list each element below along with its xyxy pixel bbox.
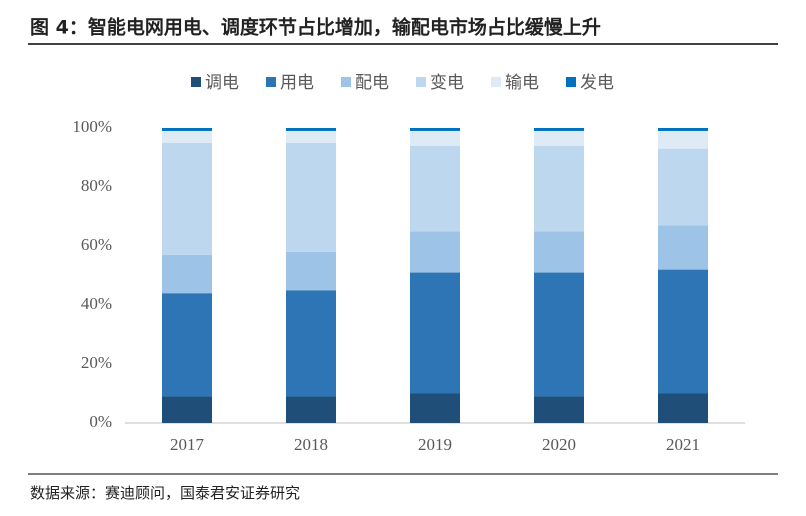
bar-segment xyxy=(410,393,460,423)
bar-segment xyxy=(534,145,584,232)
bar-segment xyxy=(286,128,336,131)
legend-swatch xyxy=(416,77,426,87)
bar-segment xyxy=(286,290,336,397)
x-tick-label: 2019 xyxy=(418,435,452,454)
bar-segment xyxy=(162,142,212,255)
bar-segment xyxy=(658,130,708,149)
legend-label: 变电 xyxy=(430,73,464,93)
bar-segment xyxy=(410,231,460,273)
x-tick-label: 2021 xyxy=(666,435,700,454)
bar-segment xyxy=(286,251,336,291)
bar-segment xyxy=(410,272,460,394)
bar-segment xyxy=(410,128,460,131)
bar-segment xyxy=(286,130,336,143)
bar-segment xyxy=(658,225,708,270)
bar-segment xyxy=(534,130,584,146)
y-tick-label: 40% xyxy=(81,294,112,313)
legend-swatch xyxy=(191,77,201,87)
bar-segment xyxy=(534,396,584,423)
bar-segment xyxy=(162,396,212,423)
x-tick-label: 2017 xyxy=(170,435,205,454)
bar-segment xyxy=(658,269,708,394)
chart-title: 图 4：智能电网用电、调度环节占比增加，输配电市场占比缓慢上升 xyxy=(30,16,601,39)
bar-segment xyxy=(162,128,212,131)
bar-segment xyxy=(162,130,212,143)
bar-segment xyxy=(658,393,708,423)
bar-segment xyxy=(162,293,212,397)
legend-label: 输电 xyxy=(505,73,539,93)
x-tick-label: 2020 xyxy=(542,435,576,454)
legend-label: 用电 xyxy=(280,73,314,93)
legend-label: 发电 xyxy=(580,73,614,93)
bar-segment xyxy=(286,142,336,252)
y-tick-label: 100% xyxy=(72,117,112,136)
legend-label: 调电 xyxy=(205,73,239,93)
bar-segment xyxy=(658,148,708,226)
bar-segment xyxy=(410,130,460,146)
y-tick-label: 0% xyxy=(89,412,112,431)
legend-label: 配电 xyxy=(355,73,389,93)
bar-segment xyxy=(534,272,584,397)
y-tick-label: 60% xyxy=(81,235,112,254)
y-tick-label: 20% xyxy=(81,353,112,372)
legend-swatch xyxy=(341,77,351,87)
bar-segment xyxy=(534,128,584,131)
bar-segment xyxy=(162,254,212,294)
source: 数据来源：赛迪顾问，国泰君安证券研究 xyxy=(30,484,300,502)
bar-segment xyxy=(410,145,460,232)
legend-swatch xyxy=(491,77,501,87)
x-tick-label: 2018 xyxy=(294,435,328,454)
legend-swatch xyxy=(266,77,276,87)
bar-segment xyxy=(286,396,336,423)
bar-segment xyxy=(658,128,708,131)
legend-swatch xyxy=(566,77,576,87)
y-tick-label: 80% xyxy=(81,176,112,195)
bar-segment xyxy=(534,231,584,273)
